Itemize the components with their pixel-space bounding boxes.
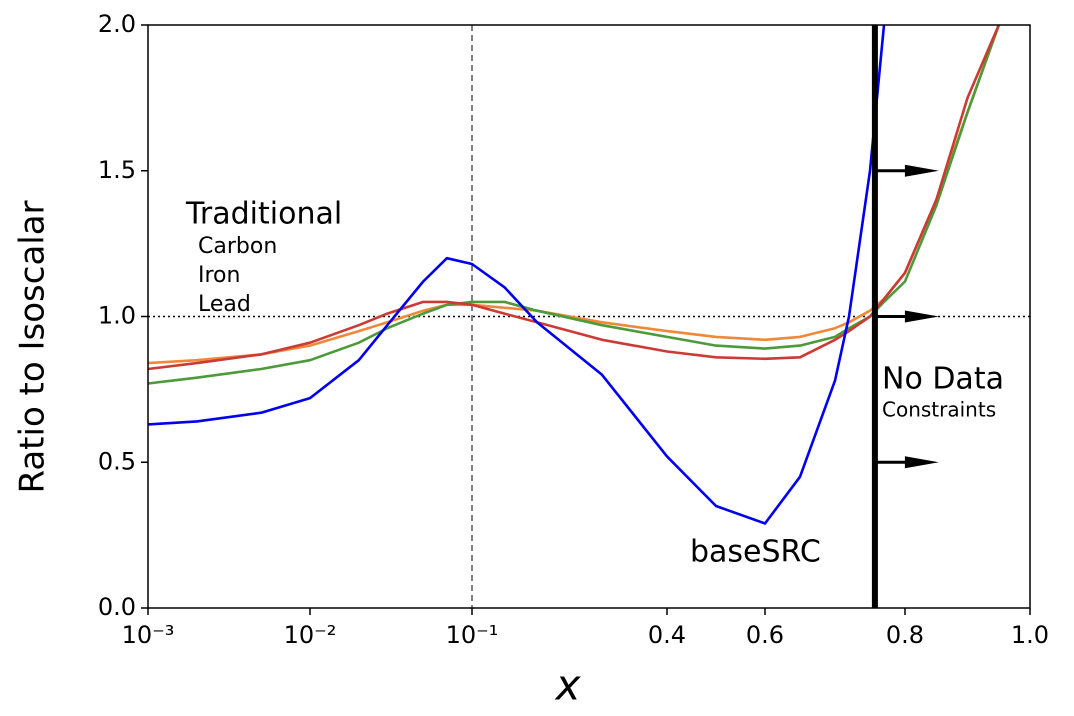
series-line: [148, 25, 1000, 371]
plot-frame: [147, 24, 1031, 609]
x-tick-label: 0.6: [746, 621, 784, 649]
annotation: No Data: [882, 362, 1004, 397]
legend-entry: Carbon: [198, 234, 277, 259]
y-tick-label: 0.5: [98, 447, 136, 475]
legend-entry: Iron: [198, 263, 240, 288]
y-axis-label: Ratio to Isoscalar: [13, 200, 53, 493]
plot-area: [148, 25, 1001, 525]
x-tick-label: 0.4: [648, 621, 686, 649]
legend-entry: Lead: [198, 292, 251, 317]
x-tick-label: 10⁻²: [284, 621, 337, 649]
arrow-head: [904, 164, 939, 177]
y-tick-label: 2.0: [98, 10, 136, 38]
series-line: [148, 25, 886, 525]
x-axis-label: x: [554, 661, 582, 710]
x-tick-label: 10⁻¹: [446, 621, 499, 649]
y-tick-label: 1.0: [98, 302, 136, 330]
x-tick-label: 0.8: [886, 621, 924, 649]
y-tick-label: 0.0: [98, 593, 136, 621]
series-annotation: baseSRC: [690, 535, 821, 570]
x-tick-label: 10⁻³: [122, 621, 175, 649]
legend-title: Traditional: [185, 197, 342, 232]
y-tick-label: 1.5: [98, 156, 136, 184]
series-line: [148, 25, 1001, 385]
x-tick-label: 1.0: [1011, 621, 1049, 649]
annotation: Constraints: [882, 398, 996, 422]
series-line: [148, 25, 1001, 365]
arrow-head: [904, 310, 939, 323]
arrow-head: [904, 456, 939, 469]
